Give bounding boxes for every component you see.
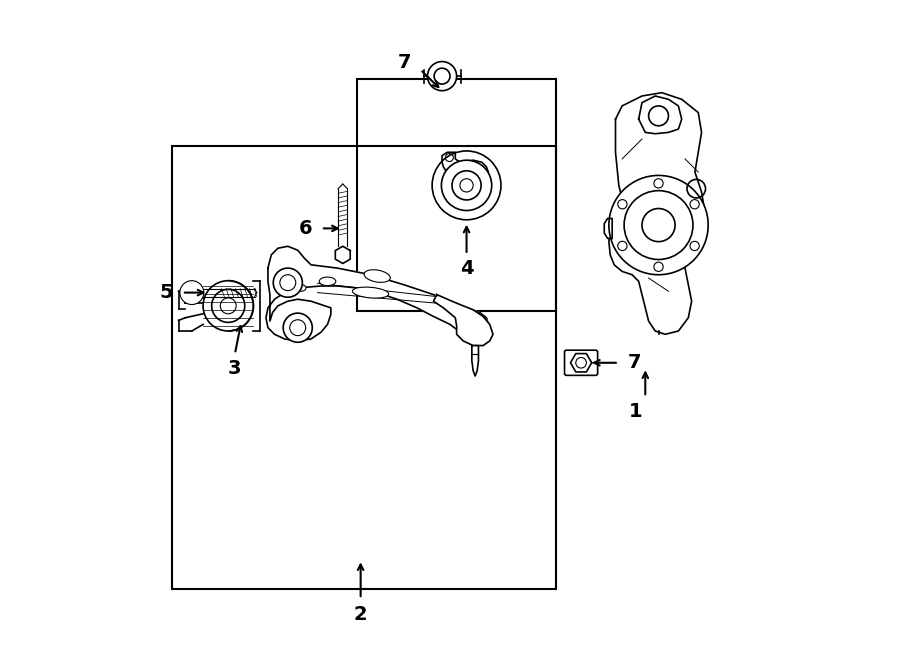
Bar — [357, 79, 556, 311]
Polygon shape — [639, 96, 681, 134]
Circle shape — [428, 62, 456, 91]
Text: 5: 5 — [160, 283, 174, 302]
Polygon shape — [571, 354, 591, 372]
Circle shape — [609, 175, 708, 275]
Circle shape — [690, 242, 699, 251]
Circle shape — [617, 242, 627, 251]
Text: 1: 1 — [628, 402, 643, 421]
Polygon shape — [266, 246, 489, 341]
Circle shape — [284, 313, 312, 342]
Circle shape — [432, 151, 501, 220]
Ellipse shape — [320, 277, 336, 286]
Circle shape — [654, 262, 663, 271]
Ellipse shape — [353, 287, 389, 298]
Text: 3: 3 — [228, 359, 241, 378]
Ellipse shape — [296, 285, 306, 291]
Circle shape — [212, 289, 245, 322]
Polygon shape — [604, 218, 612, 238]
Circle shape — [617, 200, 627, 209]
Circle shape — [690, 200, 699, 209]
Text: 7: 7 — [398, 54, 411, 72]
Polygon shape — [434, 295, 493, 346]
Text: 4: 4 — [460, 259, 473, 277]
Circle shape — [654, 179, 663, 188]
Polygon shape — [184, 283, 200, 302]
Circle shape — [203, 281, 254, 331]
Circle shape — [452, 171, 482, 200]
Polygon shape — [336, 246, 350, 263]
Text: 7: 7 — [627, 354, 641, 372]
Circle shape — [180, 281, 203, 305]
Text: 6: 6 — [299, 219, 312, 238]
Text: 2: 2 — [354, 605, 367, 624]
Ellipse shape — [364, 269, 391, 283]
Polygon shape — [609, 93, 705, 334]
Circle shape — [274, 268, 302, 297]
Circle shape — [434, 68, 450, 84]
Polygon shape — [442, 152, 489, 180]
Circle shape — [441, 160, 491, 211]
FancyBboxPatch shape — [564, 350, 598, 375]
Polygon shape — [472, 346, 479, 376]
Bar — [172, 146, 556, 589]
Circle shape — [624, 191, 693, 260]
